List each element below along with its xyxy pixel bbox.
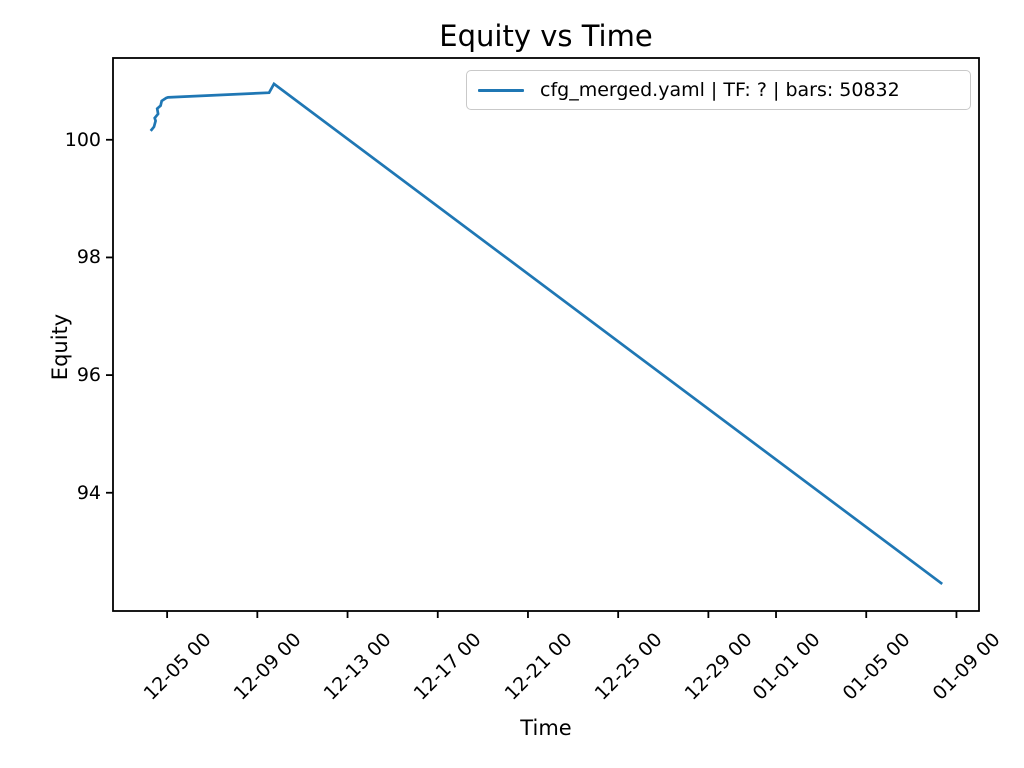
legend: cfg_merged.yaml | TF: ? | bars: 50832 bbox=[466, 70, 971, 110]
y-tick-label: 96 bbox=[76, 364, 101, 387]
y-tick-label: 100 bbox=[64, 128, 101, 151]
legend-label: cfg_merged.yaml | TF: ? | bars: 50832 bbox=[540, 79, 900, 101]
equity-line bbox=[149, 81, 944, 585]
y-tick-label: 98 bbox=[76, 246, 101, 269]
legend-line-sample-icon bbox=[478, 88, 524, 92]
axes-spines bbox=[112, 57, 980, 612]
y-tick-label: 94 bbox=[76, 481, 101, 504]
x-axis-label: Time bbox=[520, 716, 572, 740]
chart-title: Equity vs Time bbox=[439, 19, 653, 53]
